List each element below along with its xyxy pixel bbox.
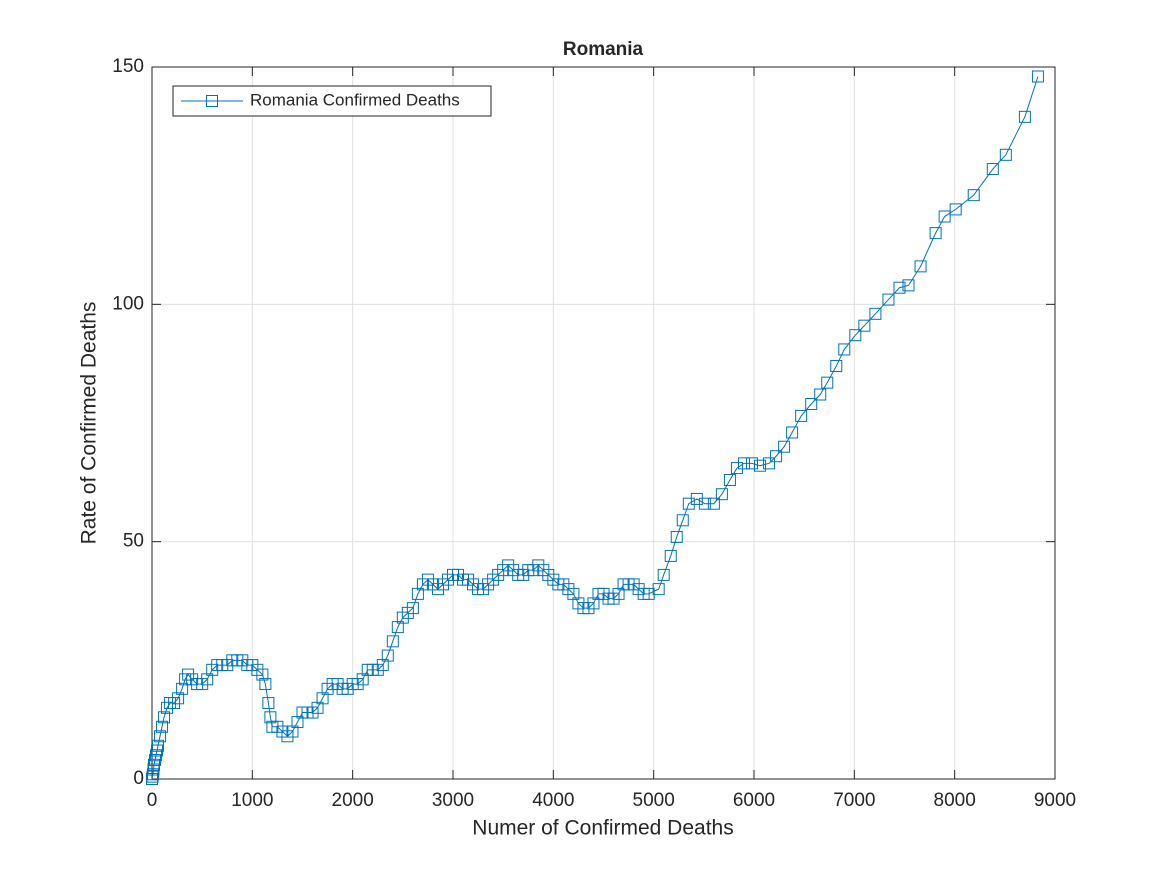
x-tick-label: 5000 (633, 790, 675, 811)
data-point (949, 203, 962, 216)
data-point (256, 668, 269, 681)
data-point (986, 163, 999, 176)
data-point (1031, 70, 1044, 83)
y-tick-label: 100 (112, 293, 144, 314)
data-point (723, 473, 736, 486)
x-tick-label: 3000 (432, 790, 474, 811)
x-tick-label: 1000 (231, 790, 273, 811)
data-point (168, 697, 181, 710)
chart-title: Romania (563, 39, 644, 60)
data-point (148, 758, 161, 771)
data-point (999, 148, 1012, 161)
x-axis-label: Numer of Confirmed Deaths (472, 817, 733, 840)
data-point (642, 587, 655, 600)
y-tick-label: 50 (123, 531, 144, 552)
data-point (715, 488, 728, 501)
data-point (259, 678, 272, 691)
data-point (869, 307, 882, 320)
data-point (146, 773, 158, 785)
data-point (745, 457, 758, 470)
plot-frame (151, 66, 1056, 780)
data-point (938, 210, 951, 223)
data-point (682, 497, 695, 510)
data-point (152, 739, 165, 752)
data-point (902, 279, 915, 292)
data-point (770, 450, 783, 463)
data-point (754, 459, 767, 472)
data-point (858, 319, 871, 332)
data-point (707, 497, 720, 510)
data-point (893, 281, 906, 294)
data-point (778, 440, 791, 453)
data-point (676, 514, 689, 527)
y-tick-label: 0 (133, 768, 144, 789)
x-tick-label: 6000 (733, 790, 775, 811)
data-point (657, 568, 670, 581)
x-tick-label: 8000 (934, 790, 976, 811)
legend: Romania Confirmed Deaths (172, 85, 492, 117)
data-point (652, 583, 665, 596)
data-point (830, 360, 843, 373)
data-point (737, 457, 750, 470)
data-point (381, 649, 394, 662)
x-tick-label: 7000 (833, 790, 875, 811)
data-point (182, 668, 195, 681)
data-point (929, 227, 942, 240)
data-point (158, 711, 171, 724)
y-axis-label: Rate of Confirmed Deaths (78, 302, 101, 545)
data-point (179, 673, 192, 686)
data-point (664, 549, 677, 562)
data-point (967, 189, 980, 202)
data-point (690, 492, 703, 505)
data-point (821, 376, 834, 389)
data-point (147, 763, 160, 776)
data-point (814, 388, 827, 401)
data-point (849, 329, 862, 342)
data-point (795, 409, 808, 422)
data-point (154, 730, 167, 743)
data-point (730, 462, 743, 475)
x-tick-label: 4000 (532, 790, 574, 811)
data-point (670, 530, 683, 543)
y-tick-label: 150 (112, 56, 144, 77)
data-point (264, 711, 277, 724)
data-point (838, 343, 851, 356)
data-point (172, 692, 185, 705)
data-point (176, 682, 189, 695)
legend-label: Romania Confirmed Deaths (250, 90, 460, 109)
data-point (786, 426, 799, 439)
data-point (406, 602, 419, 615)
x-tick-label: 0 (147, 790, 158, 811)
data-point (156, 720, 169, 733)
data-point (147, 768, 160, 781)
x-tick-label: 2000 (332, 790, 374, 811)
data-point (805, 398, 818, 411)
data-point (262, 697, 275, 710)
data-point (882, 293, 895, 306)
data-point (386, 635, 399, 648)
data-point (1018, 110, 1031, 123)
data-point (914, 260, 927, 273)
data-point (150, 749, 163, 762)
legend-marker (206, 95, 218, 107)
data-point (151, 744, 164, 757)
data-point (149, 754, 162, 767)
data-point (698, 497, 711, 510)
data-point (763, 457, 776, 470)
x-tick-label: 9000 (1034, 790, 1076, 811)
data-point (161, 701, 174, 714)
data-point (146, 770, 159, 783)
